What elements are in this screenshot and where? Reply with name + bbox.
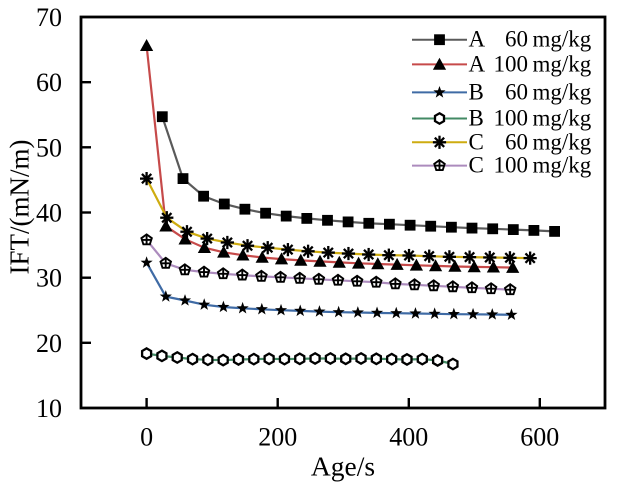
svg-text:400: 400 xyxy=(389,423,428,452)
svg-text:20: 20 xyxy=(36,329,62,358)
svg-text:0: 0 xyxy=(140,423,153,452)
svg-text:IFT/(mN/m): IFT/(mN/m) xyxy=(5,140,35,275)
svg-text:70: 70 xyxy=(36,3,62,32)
svg-text:A: A xyxy=(469,27,486,52)
svg-text:60: 60 xyxy=(505,129,528,154)
svg-text:200: 200 xyxy=(258,423,297,452)
svg-text:Age/s: Age/s xyxy=(311,451,375,482)
svg-text:100: 100 xyxy=(494,153,529,178)
svg-text:50: 50 xyxy=(36,133,62,162)
svg-text:B: B xyxy=(469,79,484,104)
svg-text:A: A xyxy=(469,51,486,76)
svg-text:mg/kg: mg/kg xyxy=(533,51,592,76)
svg-text:30: 30 xyxy=(36,264,62,293)
svg-text:mg/kg: mg/kg xyxy=(533,27,592,52)
svg-text:C: C xyxy=(469,129,484,154)
svg-text:mg/kg: mg/kg xyxy=(533,106,592,131)
svg-text:100: 100 xyxy=(494,106,529,131)
svg-text:60: 60 xyxy=(505,27,528,52)
svg-text:B: B xyxy=(469,106,484,131)
svg-text:100: 100 xyxy=(494,51,529,76)
svg-text:mg/kg: mg/kg xyxy=(533,129,592,154)
svg-text:C: C xyxy=(469,153,484,178)
svg-text:40: 40 xyxy=(36,199,62,228)
svg-text:10: 10 xyxy=(36,394,62,423)
svg-text:mg/kg: mg/kg xyxy=(533,153,592,178)
svg-text:mg/kg: mg/kg xyxy=(533,79,592,104)
svg-text:60: 60 xyxy=(36,68,62,97)
svg-text:60: 60 xyxy=(505,79,528,104)
svg-text:600: 600 xyxy=(520,423,559,452)
